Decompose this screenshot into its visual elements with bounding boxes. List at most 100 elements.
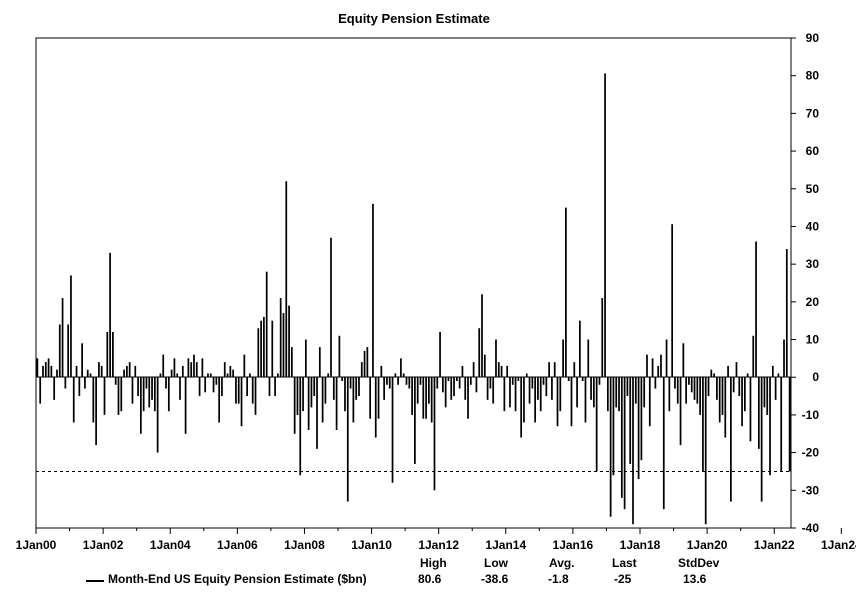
bar [674, 377, 676, 389]
bar [279, 298, 282, 378]
bar [718, 377, 721, 423]
x-tick-label: 1Jan10 [351, 538, 392, 552]
bar [296, 377, 299, 415]
bar [757, 377, 760, 449]
bar [548, 362, 550, 378]
bar [184, 377, 187, 434]
bar [749, 377, 752, 442]
y-tick-label: 70 [806, 106, 820, 120]
bar [579, 320, 581, 378]
bar [436, 377, 439, 389]
bar [254, 377, 257, 415]
stat-value-last: -25 [614, 572, 632, 586]
bar [366, 347, 369, 378]
bar [268, 377, 271, 397]
bar [277, 373, 279, 378]
bar [310, 377, 313, 408]
y-tick-label: -40 [802, 521, 820, 535]
bar [604, 73, 606, 378]
bar [106, 332, 109, 378]
bar [618, 377, 620, 412]
bar [763, 377, 766, 408]
bar [335, 377, 338, 430]
chart-title: Equity Pension Estimate [338, 11, 490, 26]
y-tick-label: 10 [806, 333, 820, 347]
bar [332, 377, 335, 400]
bar [302, 377, 304, 412]
bar [509, 377, 511, 408]
bar [380, 365, 383, 378]
y-tick-label: -20 [802, 446, 820, 460]
bar [783, 339, 785, 378]
bar [369, 377, 372, 419]
bar [483, 354, 486, 378]
bar [137, 377, 139, 397]
bar [173, 358, 176, 378]
bar [732, 377, 735, 393]
stat-value-low: -38.6 [481, 572, 509, 586]
bar [623, 377, 626, 510]
stat-head-low: Low [484, 556, 508, 570]
bar [646, 354, 648, 378]
bar [411, 377, 413, 415]
bar [766, 377, 769, 415]
bar [774, 377, 777, 400]
bar [542, 377, 545, 385]
bar [489, 377, 492, 389]
bar [257, 328, 260, 378]
bar [702, 377, 704, 472]
bar [299, 377, 302, 476]
bar [534, 377, 536, 423]
bar [341, 377, 344, 381]
bar [506, 365, 509, 378]
bar [609, 377, 612, 517]
bar [685, 377, 687, 404]
x-tick-label: 1Jan02 [83, 538, 124, 552]
bar [785, 249, 788, 378]
bar [89, 373, 92, 378]
bar [330, 237, 332, 378]
bar [56, 369, 58, 378]
bar [430, 377, 433, 423]
bar [346, 377, 349, 502]
bar [123, 369, 125, 378]
bar [75, 365, 78, 378]
bar [120, 377, 123, 412]
bar [492, 377, 495, 404]
bar [53, 377, 56, 400]
bar [162, 354, 165, 378]
bar [441, 377, 444, 393]
bar [651, 358, 654, 378]
bar [688, 377, 690, 385]
bar [201, 358, 204, 378]
bar [316, 377, 318, 449]
bar [338, 335, 341, 378]
bar [86, 369, 89, 378]
bar [752, 335, 755, 378]
bar [743, 377, 746, 412]
bar [730, 377, 732, 502]
bar [679, 377, 682, 446]
bar [576, 377, 578, 408]
bar [771, 365, 774, 378]
bar [601, 298, 604, 378]
bar [285, 181, 288, 378]
plot-area-border [35, 37, 792, 529]
bar [724, 377, 727, 438]
bar [229, 365, 232, 378]
y-tick-label: 30 [806, 257, 820, 271]
bar [453, 377, 455, 397]
bars-group [36, 73, 791, 525]
bar [615, 377, 618, 408]
bar [461, 365, 464, 378]
bar [648, 377, 651, 427]
bar [746, 373, 749, 378]
bar [707, 377, 710, 397]
bar [450, 377, 453, 400]
stat-head-stddev: StdDev [678, 556, 720, 570]
bar [545, 377, 548, 397]
bar [243, 354, 246, 378]
bar [469, 377, 472, 385]
bar [103, 377, 106, 415]
bar [260, 320, 262, 378]
